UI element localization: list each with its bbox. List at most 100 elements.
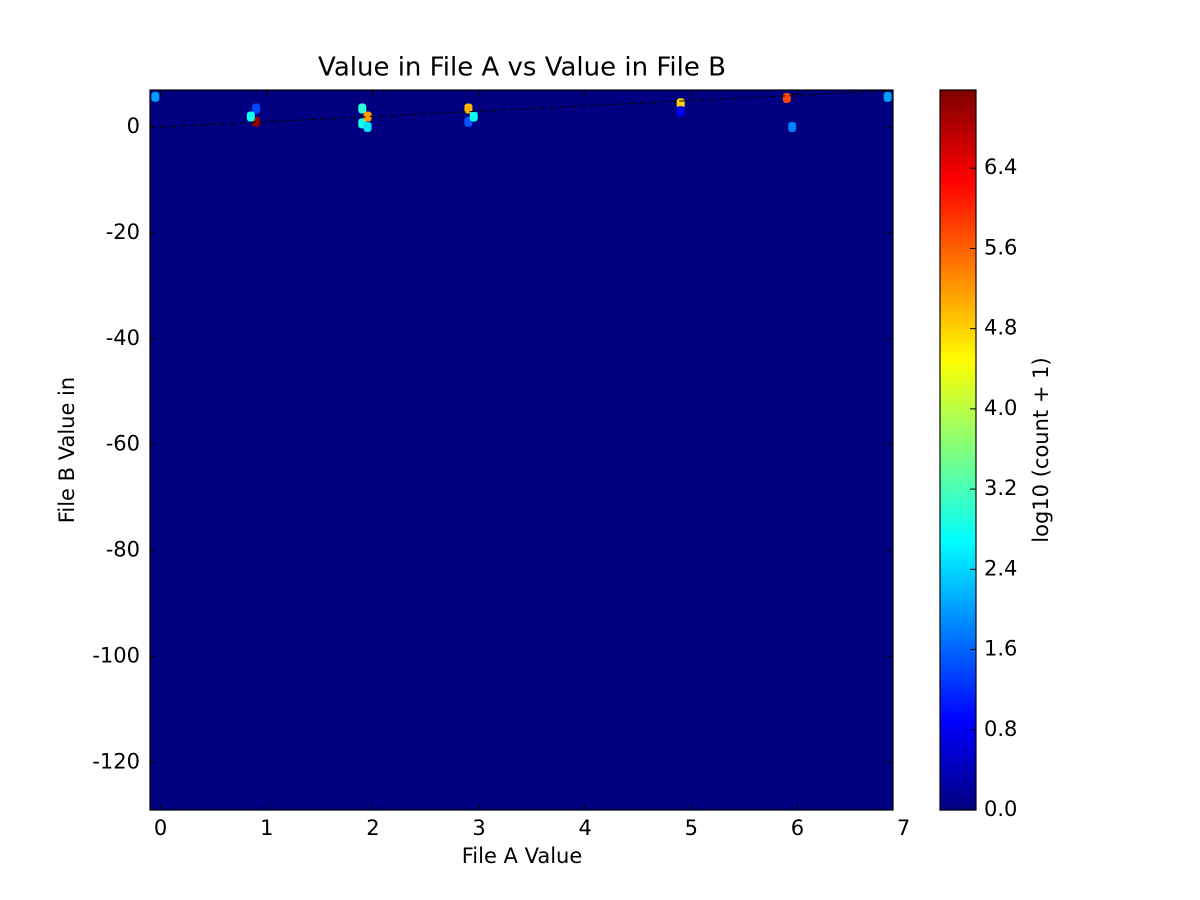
colorbar-segment — [940, 447, 976, 451]
colorbar-segment — [940, 660, 976, 664]
colorbar-segment — [940, 240, 976, 244]
colorbar-segment — [940, 171, 976, 175]
colorbar-segment — [940, 690, 976, 694]
colorbar-segment — [940, 654, 976, 658]
x-tick-label: 7 — [897, 816, 910, 840]
colorbar-segment — [940, 330, 976, 334]
colorbar-segment — [940, 636, 976, 640]
colorbar-segment — [940, 315, 976, 319]
colorbar-segment — [940, 210, 976, 214]
colorbar-segment — [940, 567, 976, 571]
colorbar-segment — [940, 267, 976, 271]
colorbar-segment — [940, 579, 976, 583]
colorbar-segment — [940, 288, 976, 292]
colorbar-segment — [940, 633, 976, 637]
colorbar-segment — [940, 714, 976, 718]
colorbar-segment — [940, 411, 976, 415]
colorbar-segment — [940, 642, 976, 646]
colorbar-segment — [940, 93, 976, 97]
colorbar-segment — [940, 651, 976, 655]
colorbar-segment — [940, 711, 976, 715]
colorbar-segment — [940, 192, 976, 196]
colorbar-segment — [940, 234, 976, 238]
heatmap-cell — [464, 103, 473, 114]
colorbar-segment — [940, 672, 976, 676]
colorbar-segment — [940, 525, 976, 529]
colorbar-segment — [940, 258, 976, 262]
colorbar-tick-label: 4.0 — [984, 396, 1017, 420]
colorbar-segment — [940, 528, 976, 532]
colorbar-segment — [940, 312, 976, 316]
colorbar-tick-label: 5.6 — [984, 235, 1017, 259]
colorbar-tick-label: 0.0 — [984, 797, 1017, 821]
colorbar-segment — [940, 600, 976, 604]
colorbar-segment — [940, 678, 976, 682]
colorbar-segment — [940, 696, 976, 700]
colorbar-segment — [940, 261, 976, 265]
colorbar-segment — [940, 90, 976, 94]
colorbar-segment — [940, 222, 976, 226]
colorbar-segment — [940, 159, 976, 163]
colorbar-segment — [940, 648, 976, 652]
colorbar-segment — [940, 573, 976, 577]
colorbar-segment — [940, 597, 976, 601]
colorbar-segment — [940, 471, 976, 475]
colorbar-segment — [940, 123, 976, 127]
x-axis-label: File A Value — [462, 844, 583, 868]
colorbar-segment — [940, 246, 976, 250]
colorbar-segment — [940, 276, 976, 280]
colorbar-segment — [940, 201, 976, 205]
colorbar-segment — [940, 507, 976, 511]
y-tick-label: -80 — [106, 538, 140, 562]
x-tick-label: 1 — [260, 816, 273, 840]
colorbar-segment — [940, 333, 976, 337]
colorbar-segment — [940, 702, 976, 706]
colorbar-segment — [940, 237, 976, 241]
colorbar-segment — [940, 495, 976, 499]
x-tick-label: 0 — [154, 816, 167, 840]
colorbar-segment — [940, 180, 976, 184]
colorbar-segment — [940, 372, 976, 376]
colorbar-segment — [940, 564, 976, 568]
colorbar-segment — [940, 111, 976, 115]
colorbar-segment — [940, 198, 976, 202]
heatmap-cell — [358, 103, 367, 114]
colorbar-segment — [940, 744, 976, 748]
colorbar-segment — [940, 594, 976, 598]
colorbar-segment — [940, 423, 976, 427]
colorbar-segment — [940, 405, 976, 409]
colorbar-segment — [940, 681, 976, 685]
colorbar-segment — [940, 675, 976, 679]
heatmap-cell — [676, 106, 685, 117]
y-tick-label: -60 — [106, 432, 140, 456]
colorbar-segment — [940, 741, 976, 745]
colorbar-segment — [940, 129, 976, 133]
colorbar-segment — [940, 345, 976, 349]
colorbar-segment — [940, 453, 976, 457]
colorbar-segment — [940, 774, 976, 778]
colorbar-segment — [940, 555, 976, 559]
colorbar-segment — [940, 102, 976, 106]
colorbar-segment — [940, 639, 976, 643]
colorbar-segment — [940, 771, 976, 775]
identity-line — [149, 90, 894, 129]
colorbar-segment — [940, 666, 976, 670]
colorbar-segment — [940, 264, 976, 268]
colorbar-segment — [940, 591, 976, 595]
colorbar-segment — [940, 105, 976, 109]
colorbar-segment — [940, 801, 976, 805]
colorbar-segment — [940, 438, 976, 442]
colorbar-segment — [940, 117, 976, 121]
x-tick-label: 6 — [791, 816, 804, 840]
colorbar-segment — [940, 273, 976, 277]
colorbar-segment — [940, 153, 976, 157]
x-tick-label: 5 — [685, 816, 698, 840]
colorbar-segment — [940, 504, 976, 508]
colorbar-segment — [940, 291, 976, 295]
heatmap-cell — [363, 122, 372, 133]
colorbar-segment — [940, 498, 976, 502]
colorbar-segment — [940, 489, 976, 493]
colorbar-segment — [940, 270, 976, 274]
colorbar-tick-label: 6.4 — [984, 155, 1017, 179]
colorbar-segment — [940, 762, 976, 766]
